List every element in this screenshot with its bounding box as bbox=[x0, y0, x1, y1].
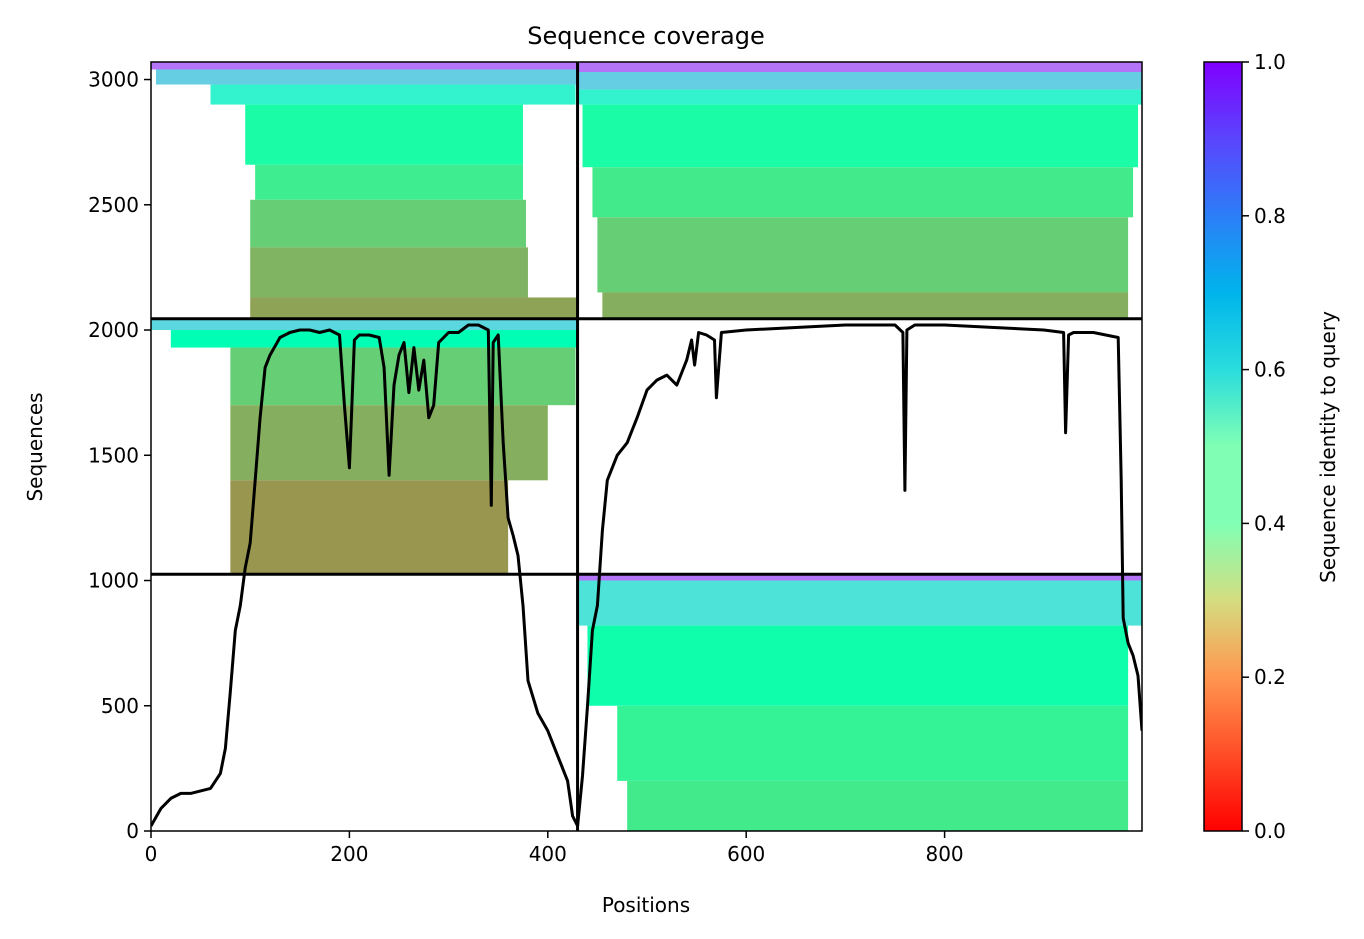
y-tick-label: 2000 bbox=[88, 318, 139, 342]
coverage-band bbox=[577, 580, 1142, 626]
x-tick-label: 400 bbox=[529, 842, 567, 866]
y-tick-label: 500 bbox=[101, 694, 139, 718]
chain-boundaries bbox=[151, 62, 1142, 831]
coverage-band bbox=[210, 84, 576, 105]
colorbar-tick-label: 0.2 bbox=[1254, 665, 1286, 689]
coverage-band bbox=[151, 62, 578, 70]
plot-frame bbox=[150, 61, 1143, 832]
x-tick-label: 0 bbox=[145, 842, 158, 866]
coverage-band bbox=[170, 330, 578, 348]
coverage-band bbox=[155, 69, 578, 85]
y-tick-label: 1000 bbox=[88, 569, 139, 593]
chart-title: Sequence coverage bbox=[527, 22, 764, 50]
y-tick-label: 3000 bbox=[88, 68, 139, 92]
coverage-band bbox=[250, 297, 578, 319]
y-axis-label: Sequences bbox=[23, 392, 47, 501]
coverage-band bbox=[245, 104, 523, 165]
x-tick-label: 200 bbox=[330, 842, 368, 866]
y-tick-label: 0 bbox=[126, 819, 139, 843]
coverage-band bbox=[587, 625, 1129, 706]
y-tick-label: 2500 bbox=[88, 193, 139, 217]
colorbar-label: Sequence identity to query bbox=[1316, 311, 1340, 583]
colorbar bbox=[1203, 61, 1243, 832]
coverage-line bbox=[151, 323, 1142, 828]
colorbar-tick-label: 0.0 bbox=[1254, 819, 1286, 843]
coverage-band bbox=[230, 347, 576, 406]
x-tick-label: 600 bbox=[727, 842, 765, 866]
coverage-band bbox=[577, 72, 1142, 90]
coverage-band bbox=[577, 62, 1142, 73]
coverage-band bbox=[577, 89, 1142, 105]
coverage-band bbox=[597, 217, 1129, 293]
coverage-band bbox=[250, 199, 526, 248]
y-tick-label: 1500 bbox=[88, 443, 139, 467]
coverage-band bbox=[255, 164, 523, 200]
colorbar-tick-label: 0.8 bbox=[1254, 204, 1286, 228]
coverage-heatmap bbox=[151, 62, 1142, 831]
y-axis-ticks: 0 500 1000 1500 2000 2500 3000 bbox=[88, 68, 151, 843]
x-axis-ticks: 0 200 400 600 800 bbox=[145, 831, 964, 866]
coverage-band bbox=[577, 574, 1142, 581]
coverage-band bbox=[602, 292, 1129, 319]
coverage-band bbox=[582, 104, 1139, 168]
coverage-band bbox=[592, 167, 1134, 218]
colorbar-tick-label: 0.6 bbox=[1254, 358, 1286, 382]
x-axis-label: Positions bbox=[602, 893, 690, 917]
coverage-band bbox=[230, 480, 509, 575]
coverage-band bbox=[627, 780, 1129, 831]
coverage-band bbox=[151, 318, 578, 331]
colorbar-tick-label: 0.4 bbox=[1254, 511, 1286, 535]
colorbar-ticks: 0.0 0.2 0.4 0.6 0.8 1.0 bbox=[1242, 50, 1286, 843]
x-tick-label: 800 bbox=[925, 842, 963, 866]
colorbar-tick-label: 1.0 bbox=[1254, 50, 1286, 74]
coverage-band bbox=[617, 705, 1129, 781]
coverage-line-layer bbox=[151, 323, 1142, 828]
coverage-band bbox=[250, 247, 528, 298]
